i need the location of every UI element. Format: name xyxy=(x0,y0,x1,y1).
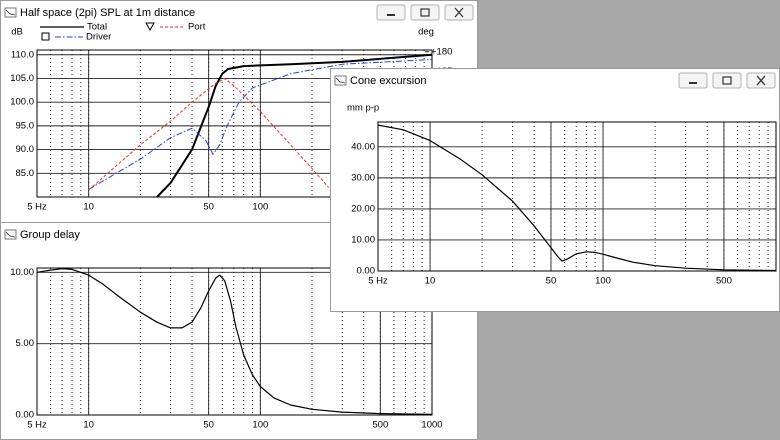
y-axis-label: dB xyxy=(11,27,23,38)
y-tick-label: 90.0 xyxy=(16,144,35,155)
window-icon xyxy=(4,7,17,18)
maximize-button[interactable] xyxy=(712,72,742,89)
y-tick-label: 95.0 xyxy=(16,120,35,131)
y-tick-label: 5.00 xyxy=(16,338,35,349)
x-tick-label: 500 xyxy=(716,276,732,287)
close-glyph xyxy=(756,75,766,86)
x-tick-label: 50 xyxy=(203,420,214,431)
minimize-button[interactable] xyxy=(678,72,708,89)
x-tick-label: 5 Hz xyxy=(368,276,388,287)
plot xyxy=(378,122,776,272)
y-tick-label: 30.00 xyxy=(351,172,375,183)
window-title: Half space (2pi) SPL at 1m distance xyxy=(20,7,195,19)
x-tick-label: 5 Hz xyxy=(27,420,47,431)
legend-marker-square xyxy=(41,32,50,41)
minimize-button[interactable] xyxy=(376,4,406,21)
y2-tick-label: +180 xyxy=(431,46,452,57)
plot-border xyxy=(36,267,433,416)
window-icon-curve xyxy=(335,77,346,84)
y-tick-label: 10.00 xyxy=(351,234,375,245)
x-tick-label: 50 xyxy=(203,202,214,213)
maximize-glyph xyxy=(722,76,732,85)
x-tick-label: 1000 xyxy=(421,420,442,431)
window-icon-curve xyxy=(5,9,16,16)
close-glyph xyxy=(454,7,464,18)
series-line xyxy=(37,268,432,415)
window: Cone excursion 5 Hz 10 50 100 500 0.00 10.00 20.… xyxy=(330,68,780,312)
y-axis-label: mm p-p xyxy=(347,103,379,114)
y-tick-label: 100.0 xyxy=(10,97,34,108)
y2-axis-label: deg xyxy=(418,27,434,38)
legend-label: Port xyxy=(188,22,206,33)
x-tick-label: 10 xyxy=(425,276,436,287)
y-tick-label: 110.0 xyxy=(11,49,34,60)
series-line xyxy=(156,53,432,198)
x-tick-label: 100 xyxy=(252,420,268,431)
minimize-glyph xyxy=(689,82,697,84)
window-icon xyxy=(4,229,17,240)
y-tick-label: 40.00 xyxy=(351,141,375,152)
y-tick-label: 20.00 xyxy=(351,203,375,214)
series-line xyxy=(378,124,776,272)
x-tick-label: 10 xyxy=(83,202,94,213)
window-title: Cone excursion xyxy=(350,75,426,87)
x-tick-label: 500 xyxy=(372,420,388,431)
series-line xyxy=(88,78,329,191)
window-title: Group delay xyxy=(20,229,80,241)
x-tick-label: 5 Hz xyxy=(27,202,47,213)
plot-border xyxy=(377,121,777,272)
x-tick-label: 10 xyxy=(83,420,94,431)
legend-label: Total xyxy=(87,22,107,33)
maximize-button[interactable] xyxy=(410,4,440,21)
legend-label: Driver xyxy=(86,32,111,43)
series-line xyxy=(88,59,432,190)
window-icon xyxy=(334,75,347,86)
y-tick-label: 0.00 xyxy=(357,266,376,277)
y-tick-label: 0.00 xyxy=(16,410,35,421)
legend-marker-triangle xyxy=(145,22,155,32)
x-tick-label: 100 xyxy=(595,276,611,287)
y-tick-label: 10.00 xyxy=(10,267,34,278)
y-tick-label: 85.0 xyxy=(16,168,35,179)
maximize-glyph xyxy=(420,8,430,17)
x-tick-label: 100 xyxy=(252,202,268,213)
window-icon-curve xyxy=(5,231,16,238)
x-tick-label: 50 xyxy=(546,276,557,287)
minimize-glyph xyxy=(387,14,395,16)
plot-area xyxy=(378,122,776,271)
y-tick-label: 105.0 xyxy=(10,73,34,84)
plot xyxy=(37,50,432,198)
